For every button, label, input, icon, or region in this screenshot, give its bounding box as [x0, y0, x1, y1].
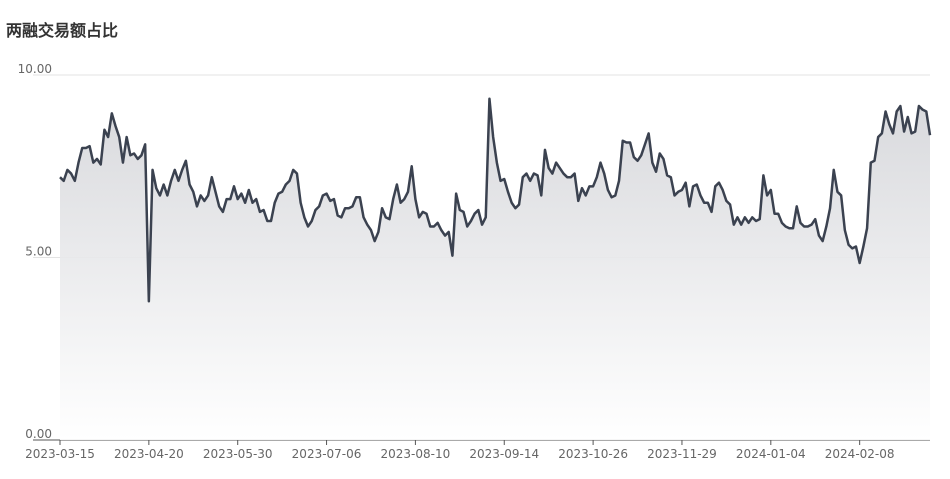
x-tick-label: 2024-01-04	[736, 447, 806, 461]
line	[59, 97, 932, 303]
x-tick-label: 2023-04-20	[114, 447, 184, 461]
y-tick-label: 0.00	[25, 427, 52, 441]
x-tick-label: 2023-08-10	[381, 447, 451, 461]
x-tick-label: 2023-07-06	[292, 447, 362, 461]
x-tick-label: 2023-03-15	[25, 447, 95, 461]
x-tick-label: 2023-09-14	[469, 447, 539, 461]
y-tick-label: 10.00	[18, 62, 52, 76]
x-tick-label: 2023-10-26	[558, 447, 628, 461]
x-tick-label: 2023-05-30	[203, 447, 273, 461]
y-tick-label: 5.00	[25, 245, 52, 259]
x-tick-label: 2023-11-29	[647, 447, 717, 461]
x-tick-label: 2024-02-08	[825, 447, 895, 461]
area-fill	[60, 98, 930, 440]
chart-title: 两融交易额占比	[6, 21, 118, 40]
